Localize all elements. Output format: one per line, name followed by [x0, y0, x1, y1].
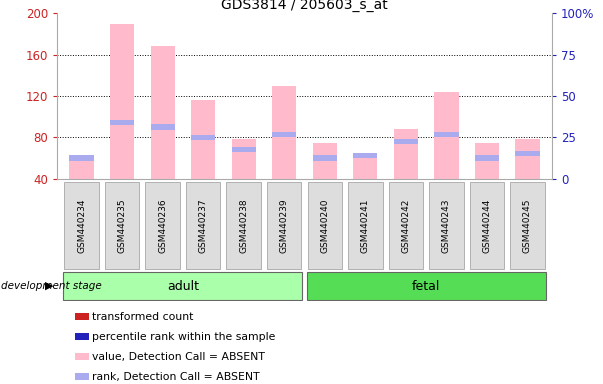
FancyBboxPatch shape — [510, 182, 545, 269]
Bar — [232, 139, 256, 179]
Text: transformed count: transformed count — [92, 312, 193, 322]
Text: ▶: ▶ — [45, 281, 53, 291]
Text: GSM440234: GSM440234 — [77, 199, 86, 253]
Bar — [475, 156, 499, 161]
Text: percentile rank within the sample: percentile rank within the sample — [92, 332, 275, 342]
FancyBboxPatch shape — [308, 182, 342, 269]
Bar — [394, 129, 418, 179]
Bar — [191, 135, 215, 140]
Text: fetal: fetal — [412, 280, 440, 293]
Bar — [151, 46, 175, 179]
Text: GSM440242: GSM440242 — [402, 199, 410, 253]
Bar — [191, 100, 215, 179]
Text: adult: adult — [167, 280, 199, 293]
Text: GSM440243: GSM440243 — [442, 199, 451, 253]
Bar — [232, 147, 256, 152]
Text: GSM440236: GSM440236 — [158, 198, 167, 253]
Bar — [353, 153, 377, 159]
Text: rank, Detection Call = ABSENT: rank, Detection Call = ABSENT — [92, 372, 259, 382]
FancyBboxPatch shape — [348, 182, 382, 269]
Text: GSM440241: GSM440241 — [361, 199, 370, 253]
Bar — [110, 120, 134, 126]
Bar — [272, 86, 297, 179]
Bar — [475, 144, 499, 179]
Text: GSM440239: GSM440239 — [280, 198, 289, 253]
FancyBboxPatch shape — [227, 182, 261, 269]
Bar — [110, 24, 134, 179]
FancyBboxPatch shape — [105, 182, 139, 269]
Bar — [394, 139, 418, 144]
Bar — [312, 144, 337, 179]
Bar — [69, 156, 93, 161]
Text: GSM440240: GSM440240 — [320, 199, 329, 253]
Bar — [434, 92, 458, 179]
Text: GSM440244: GSM440244 — [482, 199, 491, 253]
Title: GDS3814 / 205603_s_at: GDS3814 / 205603_s_at — [221, 0, 388, 12]
Bar — [312, 156, 337, 161]
FancyBboxPatch shape — [306, 272, 546, 300]
FancyBboxPatch shape — [63, 272, 303, 300]
Bar — [272, 132, 297, 137]
FancyBboxPatch shape — [186, 182, 221, 269]
Text: development stage: development stage — [1, 281, 101, 291]
Bar — [516, 139, 540, 179]
Bar — [69, 156, 93, 179]
Text: GSM440245: GSM440245 — [523, 199, 532, 253]
Text: GSM440237: GSM440237 — [199, 198, 207, 253]
Text: value, Detection Call = ABSENT: value, Detection Call = ABSENT — [92, 352, 265, 362]
Bar — [516, 151, 540, 156]
FancyBboxPatch shape — [429, 182, 464, 269]
Text: GSM440235: GSM440235 — [118, 198, 127, 253]
FancyBboxPatch shape — [267, 182, 302, 269]
Text: GSM440238: GSM440238 — [239, 198, 248, 253]
FancyBboxPatch shape — [65, 182, 99, 269]
Bar — [151, 124, 175, 129]
FancyBboxPatch shape — [388, 182, 423, 269]
FancyBboxPatch shape — [145, 182, 180, 269]
FancyBboxPatch shape — [470, 182, 504, 269]
Bar — [353, 154, 377, 179]
Bar — [434, 132, 458, 137]
